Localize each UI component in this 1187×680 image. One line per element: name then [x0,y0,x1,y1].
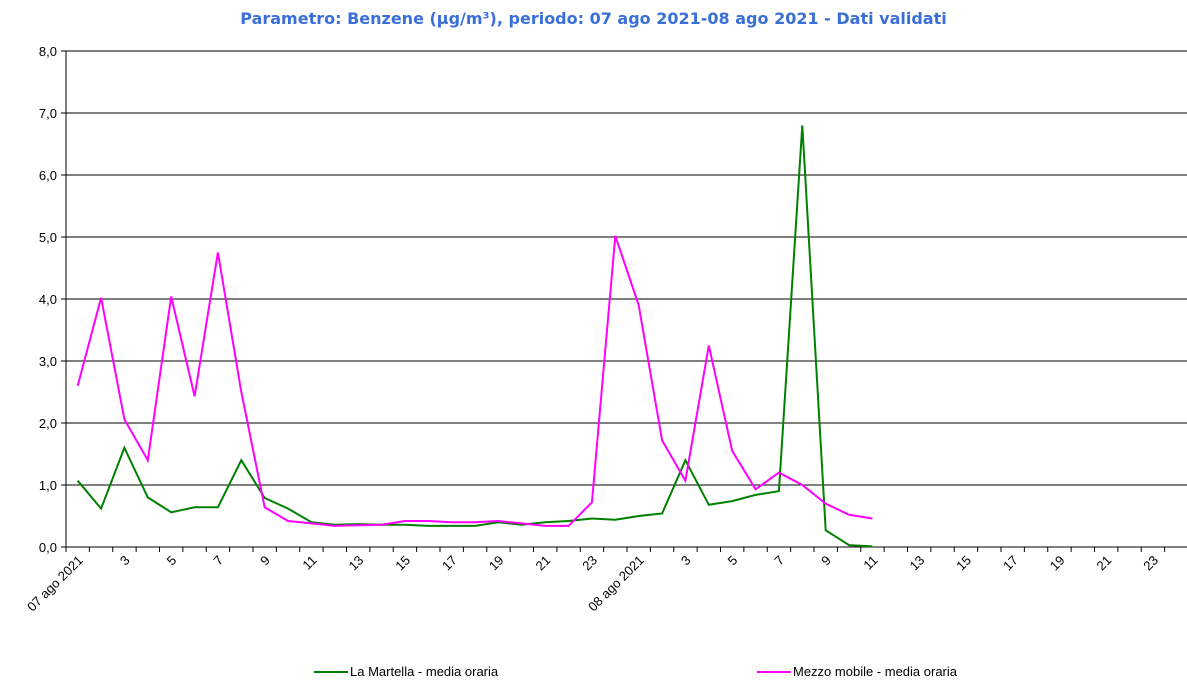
x-tick-label: 15 [953,553,974,574]
x-tick-label: 3 [117,553,133,569]
x-tick-label: 13 [906,553,927,574]
x-tick-label: 11 [299,553,319,573]
series-line [76,125,873,548]
x-tick-label: 19 [1047,553,1068,574]
x-tick-label: 11 [860,553,880,573]
x-tick-label: 9 [257,553,273,569]
x-tick-label: 5 [725,553,741,569]
x-tick-label: 15 [392,553,413,574]
x-tick-label: 17 [439,553,460,574]
x-tick-label: 13 [345,553,366,574]
x-tick-label: 21 [532,553,553,574]
series-la-martella [76,125,873,548]
legend-label-la-martella: La Martella - media oraria [350,664,499,679]
x-tick-label: 7 [210,553,226,569]
y-tick-label: 4,0 [39,292,57,307]
chart-title: Parametro: Benzene (µg/m³), periodo: 07 … [240,9,947,28]
series-mezzo-mobile [76,235,873,527]
legend-item-mezzo-mobile: Mezzo mobile - media oraria [757,664,957,679]
x-tick-label: 17 [1000,553,1021,574]
x-tick-label: 5 [164,553,180,569]
y-tick-label: 0,0 [39,540,57,555]
x-tick-label: 21 [1093,553,1114,574]
x-tick-label: 23 [1140,553,1161,574]
y-tick-label: 6,0 [39,168,57,183]
y-tick-label: 2,0 [39,416,57,431]
legend-label-mezzo-mobile: Mezzo mobile - media oraria [793,664,958,679]
x-tick-label: 3 [678,553,694,569]
x-tick-label: 7 [771,553,787,569]
x-tick-label: 19 [486,553,507,574]
chart-plot: 0,0 1,0 2,0 3,0 4,0 5,0 6,0 7,0 8,0 07 ago 2021 3 5… [24,44,1187,615]
y-tick-label: 7,0 [39,106,57,121]
legend-swatch-mezzo-mobile [757,670,791,673]
x-tick-label: 07 ago 2021 [24,553,86,615]
y-tick-label: 3,0 [39,354,57,369]
y-tick-label: 8,0 [39,44,57,59]
y-tick-label: 5,0 [39,230,57,245]
series-line [76,235,873,527]
x-tick-label: 9 [818,553,834,569]
x-tick-label: 23 [579,553,600,574]
legend-swatch-la-martella [314,670,348,673]
legend-item-la-martella: La Martella - media oraria [314,664,498,679]
y-tick-label: 1,0 [39,478,57,493]
